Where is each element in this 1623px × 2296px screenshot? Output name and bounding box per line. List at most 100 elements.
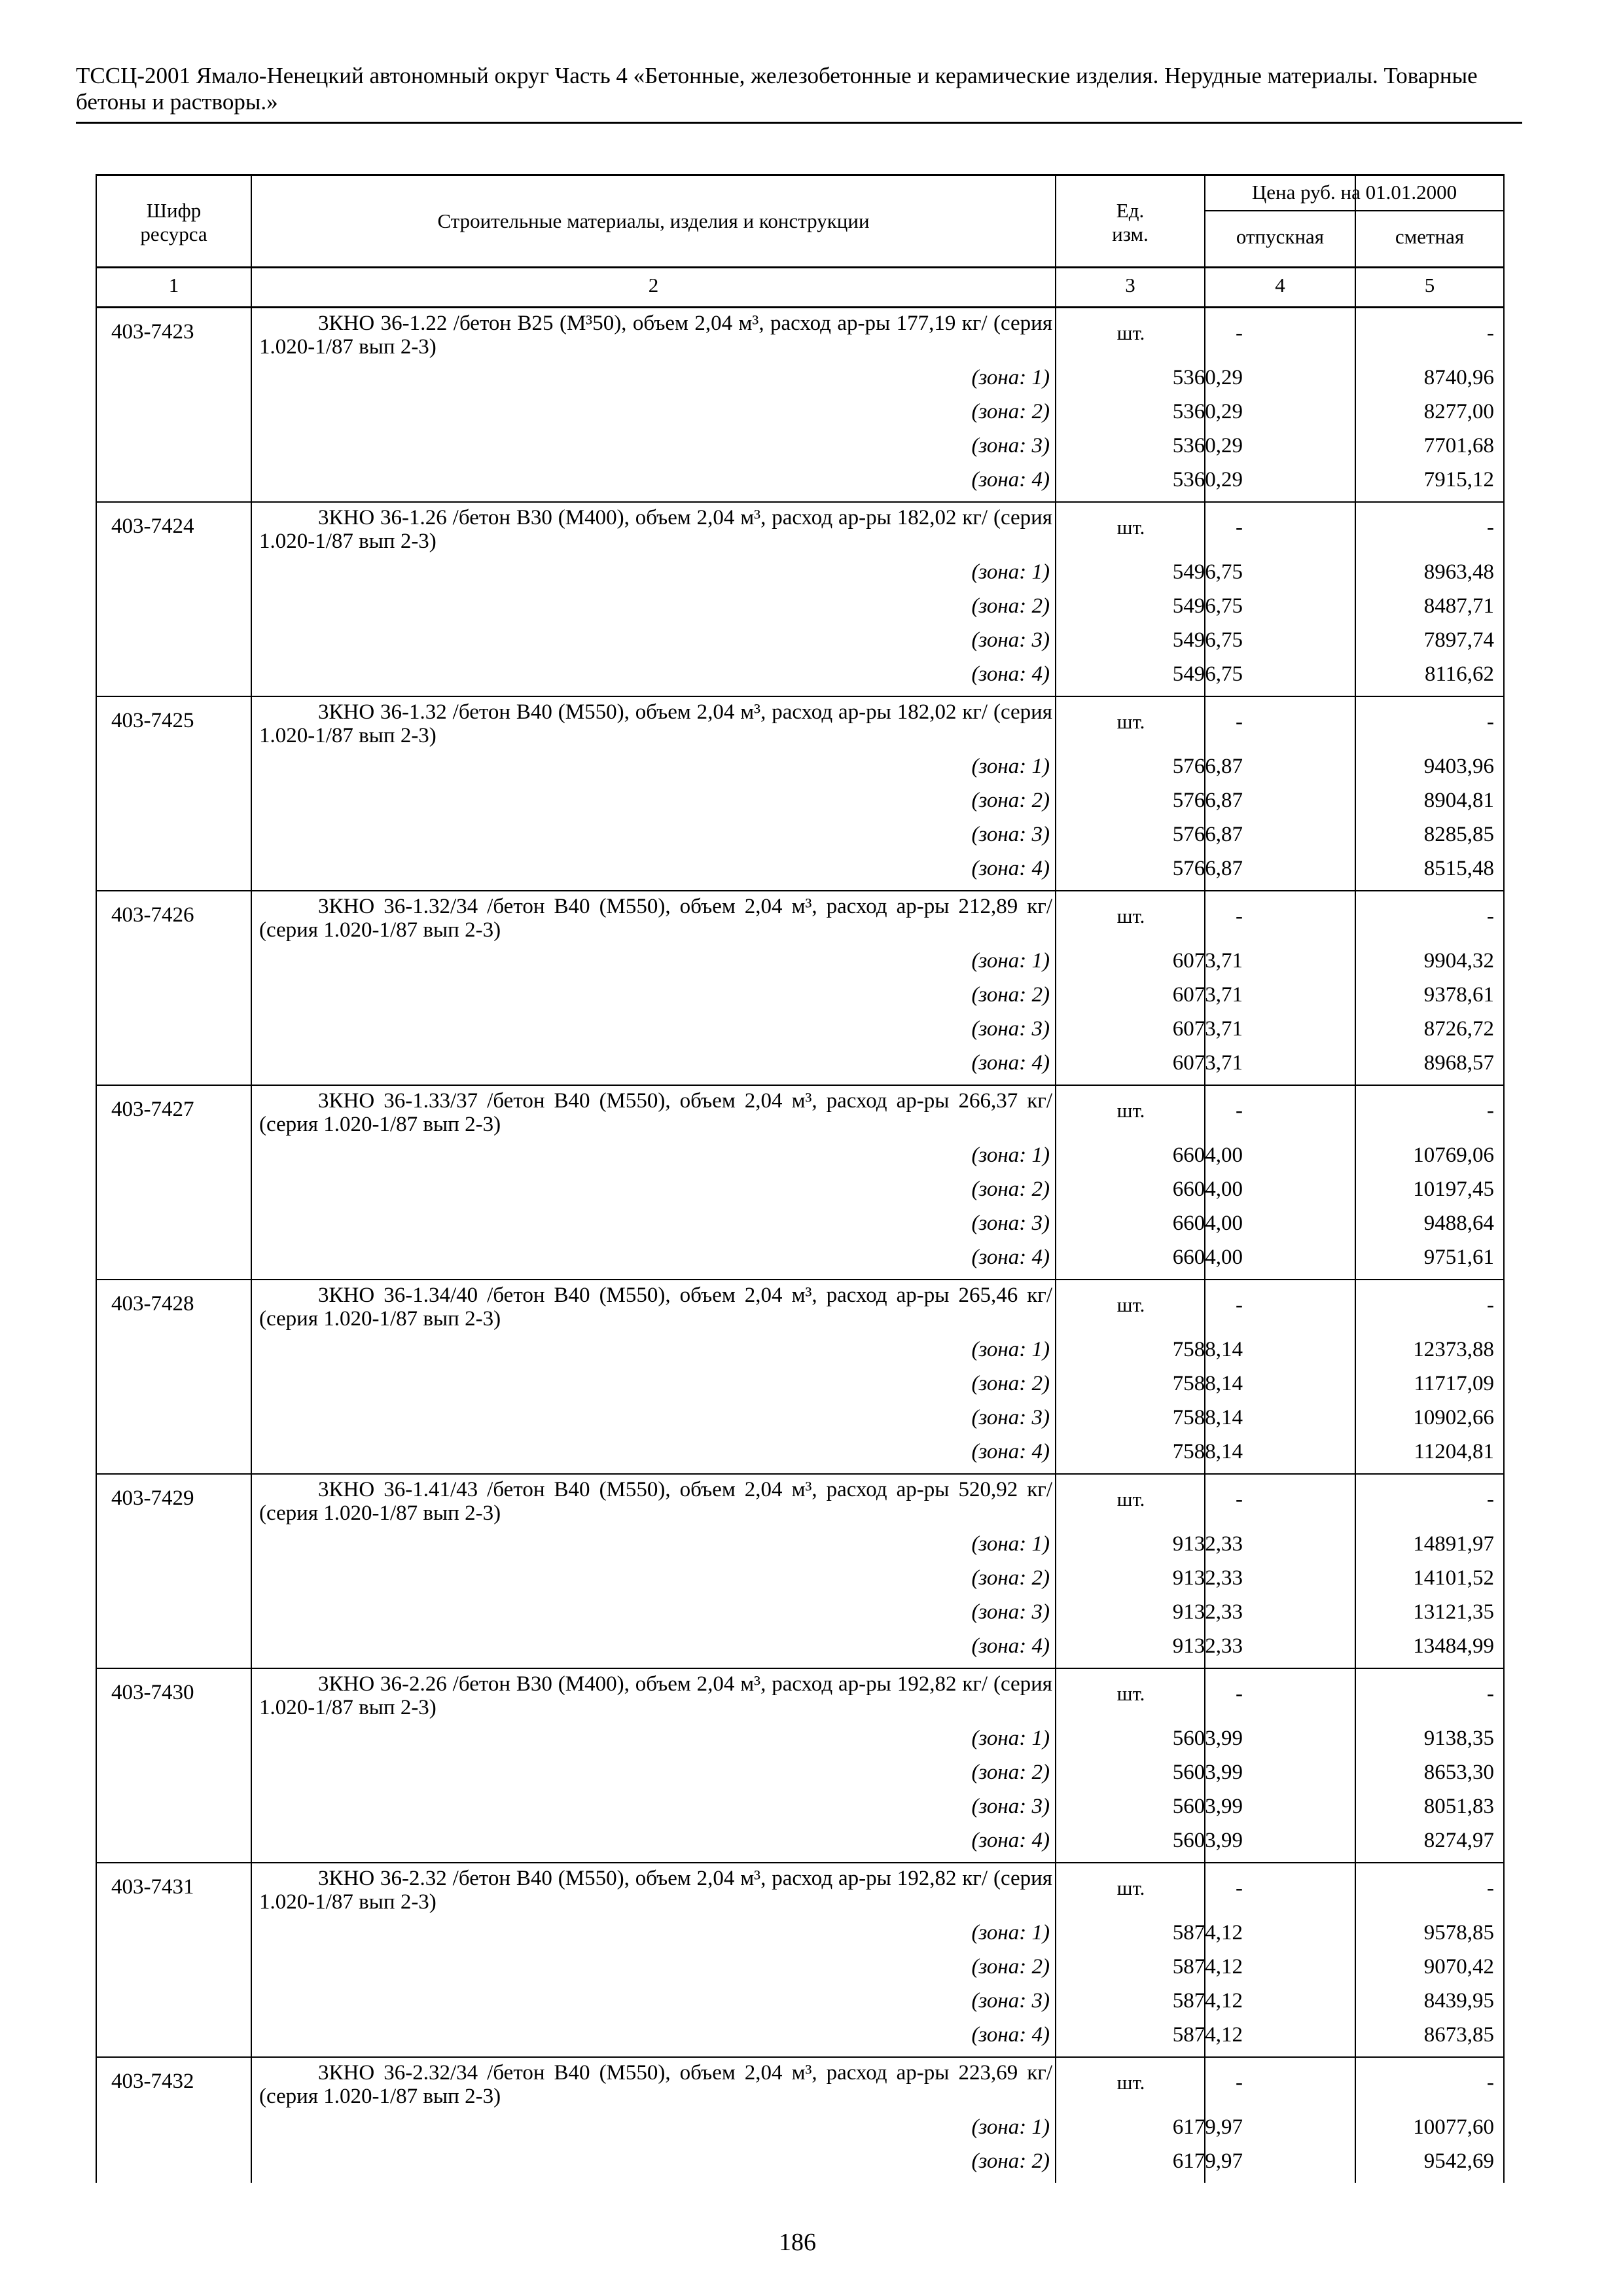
release-price: 6073,71 xyxy=(1172,1051,1243,1075)
release-price: 5360,29 xyxy=(1172,434,1243,457)
release-price-placeholder: - xyxy=(1236,516,1243,539)
release-price: 6179,97 xyxy=(1172,2149,1243,2173)
release-price: 5496,75 xyxy=(1172,628,1243,652)
zone-label: (зона: 1) xyxy=(971,1727,1050,1750)
zone-label: (зона: 2) xyxy=(971,2149,1050,2173)
resource-code: 403-7423 xyxy=(111,320,194,344)
estimate-price: 8963,48 xyxy=(1423,560,1494,584)
zone-label: (зона: 2) xyxy=(971,983,1050,1007)
release-price: 9132,33 xyxy=(1172,1532,1243,1556)
zone-label: (зона: 4) xyxy=(971,1829,1050,1852)
unit-of-measure: шт. xyxy=(1116,1876,1145,1899)
row-divider xyxy=(97,2056,1503,2058)
zone-label: (зона: 3) xyxy=(971,1017,1050,1041)
unit-of-measure: шт. xyxy=(1116,516,1145,539)
unit-of-measure: шт. xyxy=(1116,905,1145,927)
material-description: 3КНО 36-1.22 /бетон В25 (М³50), объем 2,… xyxy=(259,312,1052,359)
release-price: 9132,33 xyxy=(1172,1600,1243,1624)
estimate-price: 9378,61 xyxy=(1423,983,1494,1007)
release-price: 5766,87 xyxy=(1172,789,1243,812)
estimate-price: 8487,71 xyxy=(1423,594,1494,618)
zone-label: (зона: 1) xyxy=(971,1338,1050,1361)
unit-of-measure: шт. xyxy=(1116,321,1145,344)
zone-label: (зона: 4) xyxy=(971,857,1050,880)
header-divider xyxy=(76,122,1522,124)
estimate-price: 9403,96 xyxy=(1423,755,1494,778)
material-description: 3КНО 36-2.32 /бетон В40 (М550), объем 2,… xyxy=(259,1867,1052,1914)
release-price: 7588,14 xyxy=(1172,1440,1243,1463)
zone-label: (зона: 3) xyxy=(971,1406,1050,1429)
release-price: 5766,87 xyxy=(1172,755,1243,778)
material-description: 3КНО 36-1.34/40 /бетон В40 (М550), объем… xyxy=(259,1283,1052,1331)
estimate-price: 8051,83 xyxy=(1423,1795,1494,1818)
zone-label: (зона: 3) xyxy=(971,434,1050,457)
column-divider xyxy=(1204,176,1205,2183)
release-price: 6073,71 xyxy=(1172,983,1243,1007)
zone-label: (зона: 3) xyxy=(971,1989,1050,2013)
unit-of-measure: шт. xyxy=(1116,1293,1145,1316)
release-price: 5874,12 xyxy=(1172,1955,1243,1979)
zone-label: (зона: 2) xyxy=(971,1177,1050,1201)
estimate-price: 8285,85 xyxy=(1423,823,1494,846)
release-price: 5360,29 xyxy=(1172,366,1243,389)
material-description: 3КНО 36-1.32 /бетон В40 (М550), объем 2,… xyxy=(259,700,1052,747)
material-description: 3КНО 36-2.32/34 /бетон В40 (М550), объем… xyxy=(259,2061,1052,2108)
estimate-price: 14891,97 xyxy=(1413,1532,1494,1556)
estimate-price: 10197,45 xyxy=(1413,1177,1494,1201)
zone-label: (зона: 4) xyxy=(971,468,1050,492)
release-price-placeholder: - xyxy=(1236,1488,1243,1511)
row-divider xyxy=(97,1473,1503,1475)
zone-label: (зона: 1) xyxy=(971,560,1050,584)
table-row: 403-7424 3КНО 36-1.26 /бетон В30 (М400), … xyxy=(97,502,1503,697)
estimate-price: 8673,85 xyxy=(1423,2023,1494,2047)
release-price-placeholder: - xyxy=(1236,1099,1243,1122)
zone-label: (зона: 3) xyxy=(971,1211,1050,1235)
zone-label: (зона: 2) xyxy=(971,1566,1050,1590)
estimate-price: 13484,99 xyxy=(1413,1634,1494,1658)
column-number: 1 xyxy=(168,274,179,296)
estimate-price: 12373,88 xyxy=(1413,1338,1494,1361)
column-header-code: Шифр ресурса xyxy=(140,199,207,245)
estimate-price: 9904,32 xyxy=(1423,949,1494,973)
zone-label: (зона: 2) xyxy=(971,1372,1050,1395)
resource-code: 403-7429 xyxy=(111,1486,194,1510)
column-header-release: отпускная xyxy=(1236,225,1325,248)
release-price-placeholder: - xyxy=(1236,905,1243,928)
release-price: 6073,71 xyxy=(1172,949,1243,973)
table-row: 403-7428 3КНО 36-1.34/40 /бетон В40 (М550… xyxy=(97,1280,1503,1475)
column-header-name: Строительные материалы, изделия и констр… xyxy=(437,209,870,232)
estimate-price: 7701,68 xyxy=(1423,434,1494,457)
resource-code: 403-7425 xyxy=(111,709,194,732)
estimate-price: 8904,81 xyxy=(1423,789,1494,812)
resource-code: 403-7424 xyxy=(111,514,194,538)
release-price: 5496,75 xyxy=(1172,560,1243,584)
release-price: 6073,71 xyxy=(1172,1017,1243,1041)
column-number: 3 xyxy=(1125,274,1135,296)
zone-label: (зона: 2) xyxy=(971,1955,1050,1979)
row-divider xyxy=(97,696,1503,697)
estimate-price: 9542,69 xyxy=(1423,2149,1494,2173)
zone-label: (зона: 1) xyxy=(971,1532,1050,1556)
column-divider xyxy=(251,176,252,2183)
estimate-price: 9578,85 xyxy=(1423,1921,1494,1945)
zone-label: (зона: 2) xyxy=(971,789,1050,812)
table-row: 403-7430 3КНО 36-2.26 /бетон В30 (М400), … xyxy=(97,1668,1503,1863)
release-price: 6604,00 xyxy=(1172,1211,1243,1235)
zone-label: (зона: 3) xyxy=(971,628,1050,652)
resource-code: 403-7426 xyxy=(111,903,194,927)
estimate-price: 9488,64 xyxy=(1423,1211,1494,1235)
estimate-price-placeholder: - xyxy=(1487,516,1494,539)
estimate-price: 8968,57 xyxy=(1423,1051,1494,1075)
zone-label: (зона: 4) xyxy=(971,1051,1050,1075)
header-divider xyxy=(1204,210,1503,211)
estimate-price: 8116,62 xyxy=(1424,662,1494,686)
unit-of-measure: шт. xyxy=(1116,2071,1145,2094)
release-price: 9132,33 xyxy=(1172,1634,1243,1658)
release-price: 5766,87 xyxy=(1172,857,1243,880)
zone-label: (зона: 4) xyxy=(971,1246,1050,1269)
page-number: 186 xyxy=(779,2229,816,2256)
estimate-price: 8439,95 xyxy=(1423,1989,1494,2013)
zone-label: (зона: 1) xyxy=(971,949,1050,973)
release-price: 7588,14 xyxy=(1172,1372,1243,1395)
release-price: 5496,75 xyxy=(1172,662,1243,686)
